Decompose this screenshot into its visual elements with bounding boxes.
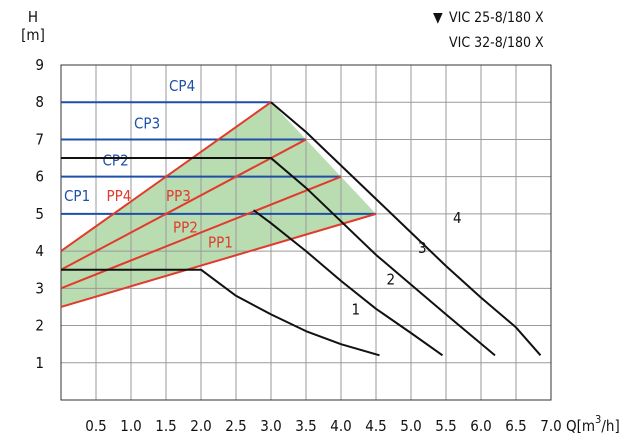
y-tick-labels: 1 2 3 4 5 6 7 8 9 xyxy=(35,56,44,372)
pump-curves: 1 2 3 4 xyxy=(61,101,542,357)
x-tick-label: 2.5 xyxy=(225,417,246,435)
operating-area xyxy=(61,102,376,307)
pp-label-pp3: PP3 xyxy=(166,187,191,205)
cp-label-cp3: CP3 xyxy=(134,114,160,132)
y-tick-label: 4 xyxy=(35,242,44,260)
pump-curve-label-4: 4 xyxy=(453,209,462,227)
y-tick-label: 6 xyxy=(35,168,44,186)
y-tick-label: 2 xyxy=(35,317,44,335)
x-tick-label: 5.0 xyxy=(400,417,421,435)
x-tick-label: 4.0 xyxy=(330,417,351,435)
y-axis-unit: [m] xyxy=(21,26,45,44)
x-tick-label: 3.5 xyxy=(295,417,316,435)
pump-curve-label-2: 2 xyxy=(387,271,396,289)
operating-area-fill xyxy=(61,102,376,307)
pump-curve-4 xyxy=(270,101,542,356)
x-tick-label: 2.0 xyxy=(190,417,211,435)
pump-curve-1 xyxy=(61,268,380,357)
plot-frame xyxy=(60,64,552,401)
x-tick-label: 1.0 xyxy=(120,417,141,435)
pump-curve-label-1: 1 xyxy=(352,300,361,318)
pp-label-pp1: PP1 xyxy=(208,233,233,251)
y-tick-label: 1 xyxy=(35,354,44,372)
y-tick-label: 7 xyxy=(35,130,44,148)
pump-curve-3 xyxy=(61,157,496,357)
x-tick-labels: 0.5 1.0 1.5 2.0 2.5 3.0 3.5 4.0 4.5 5.0 5.5 6.0 6.5 7… xyxy=(85,417,561,435)
cp-label-cp4: CP4 xyxy=(169,77,195,95)
x-tick-label: 3.0 xyxy=(260,417,281,435)
y-tick-label: 5 xyxy=(35,205,44,223)
x-tick-label: 5.5 xyxy=(435,417,456,435)
x-tick-label: 6.5 xyxy=(505,417,526,435)
pp-label-pp2: PP2 xyxy=(173,219,198,237)
pump-curve-label-3: 3 xyxy=(418,239,427,257)
cp-label-cp2: CP2 xyxy=(103,152,129,170)
pp-line-pp1 xyxy=(60,212,377,308)
legend-entry-2: VIC 32-8/180 X xyxy=(449,35,544,51)
pp-line-pp4 xyxy=(60,101,272,252)
cp-label-cp1: CP1 xyxy=(64,187,90,205)
x-axis-title: Q[m3/h] xyxy=(566,413,620,435)
y-tick-label: 9 xyxy=(35,56,44,74)
x-tick-label: 6.0 xyxy=(470,417,491,435)
y-axis-title: H xyxy=(28,8,38,26)
x-tick-label: 0.5 xyxy=(85,417,106,435)
legend-entry-1: VIC 25-8/180 X xyxy=(449,10,544,26)
pump-curve-2 xyxy=(252,209,444,357)
x-tick-label: 1.5 xyxy=(155,417,176,435)
x-tick-label: 7.0 xyxy=(540,417,561,435)
pp-line-pp3 xyxy=(60,138,307,271)
y-tick-label: 3 xyxy=(35,279,44,297)
legend-marker-icon: ▼ xyxy=(433,10,443,26)
pp-label-pp4: PP4 xyxy=(107,187,132,205)
x-tick-label: 4.5 xyxy=(365,417,386,435)
y-tick-label: 8 xyxy=(35,93,44,111)
